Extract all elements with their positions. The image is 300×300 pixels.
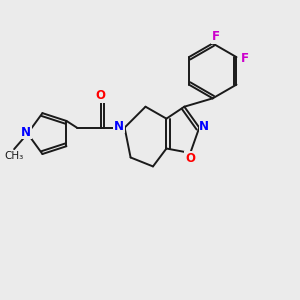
Text: O: O: [96, 89, 106, 102]
Text: N: N: [199, 120, 209, 133]
Text: CH₃: CH₃: [4, 151, 23, 161]
Text: O: O: [185, 152, 195, 165]
Text: F: F: [241, 52, 249, 65]
Text: N: N: [114, 120, 124, 133]
Text: F: F: [212, 30, 220, 43]
Text: N: N: [21, 126, 31, 139]
